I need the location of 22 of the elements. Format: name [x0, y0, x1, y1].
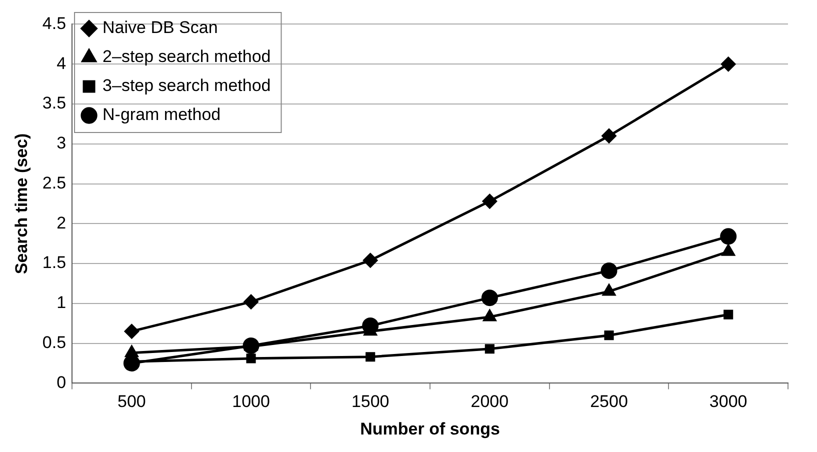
y-tick-label: 0	[56, 372, 66, 392]
y-tick-label: 1.5	[42, 253, 66, 272]
y-tick-label: 4	[56, 54, 66, 73]
y-tick-label: 1	[56, 293, 66, 312]
y-tick-label: 2.5	[42, 173, 66, 192]
y-tick-label: 4.5	[42, 14, 66, 33]
legend-label: 2–step search method	[102, 47, 271, 66]
x-tick-label: 2500	[590, 392, 628, 412]
x-tick-label: 1500	[351, 392, 390, 412]
x-tick-label: 1000	[232, 392, 270, 412]
x-tick-label: 2000	[470, 392, 509, 412]
x-tick-label: 500	[118, 392, 146, 412]
x-tick-label: 3000	[709, 392, 748, 412]
y-axis-title: Search time (sec)	[12, 133, 31, 274]
legend-label: 3–step search method	[102, 76, 271, 96]
y-tick-label: 3	[56, 134, 66, 153]
y-tick-label: 3.5	[42, 94, 66, 113]
legend-label: N-gram method	[102, 105, 221, 124]
x-axis-title: Number of songs	[360, 419, 500, 438]
y-tick-label: 2	[56, 213, 66, 232]
y-tick-label: 0.5	[42, 333, 66, 352]
legend-label: Naive DB Scan	[102, 18, 218, 38]
